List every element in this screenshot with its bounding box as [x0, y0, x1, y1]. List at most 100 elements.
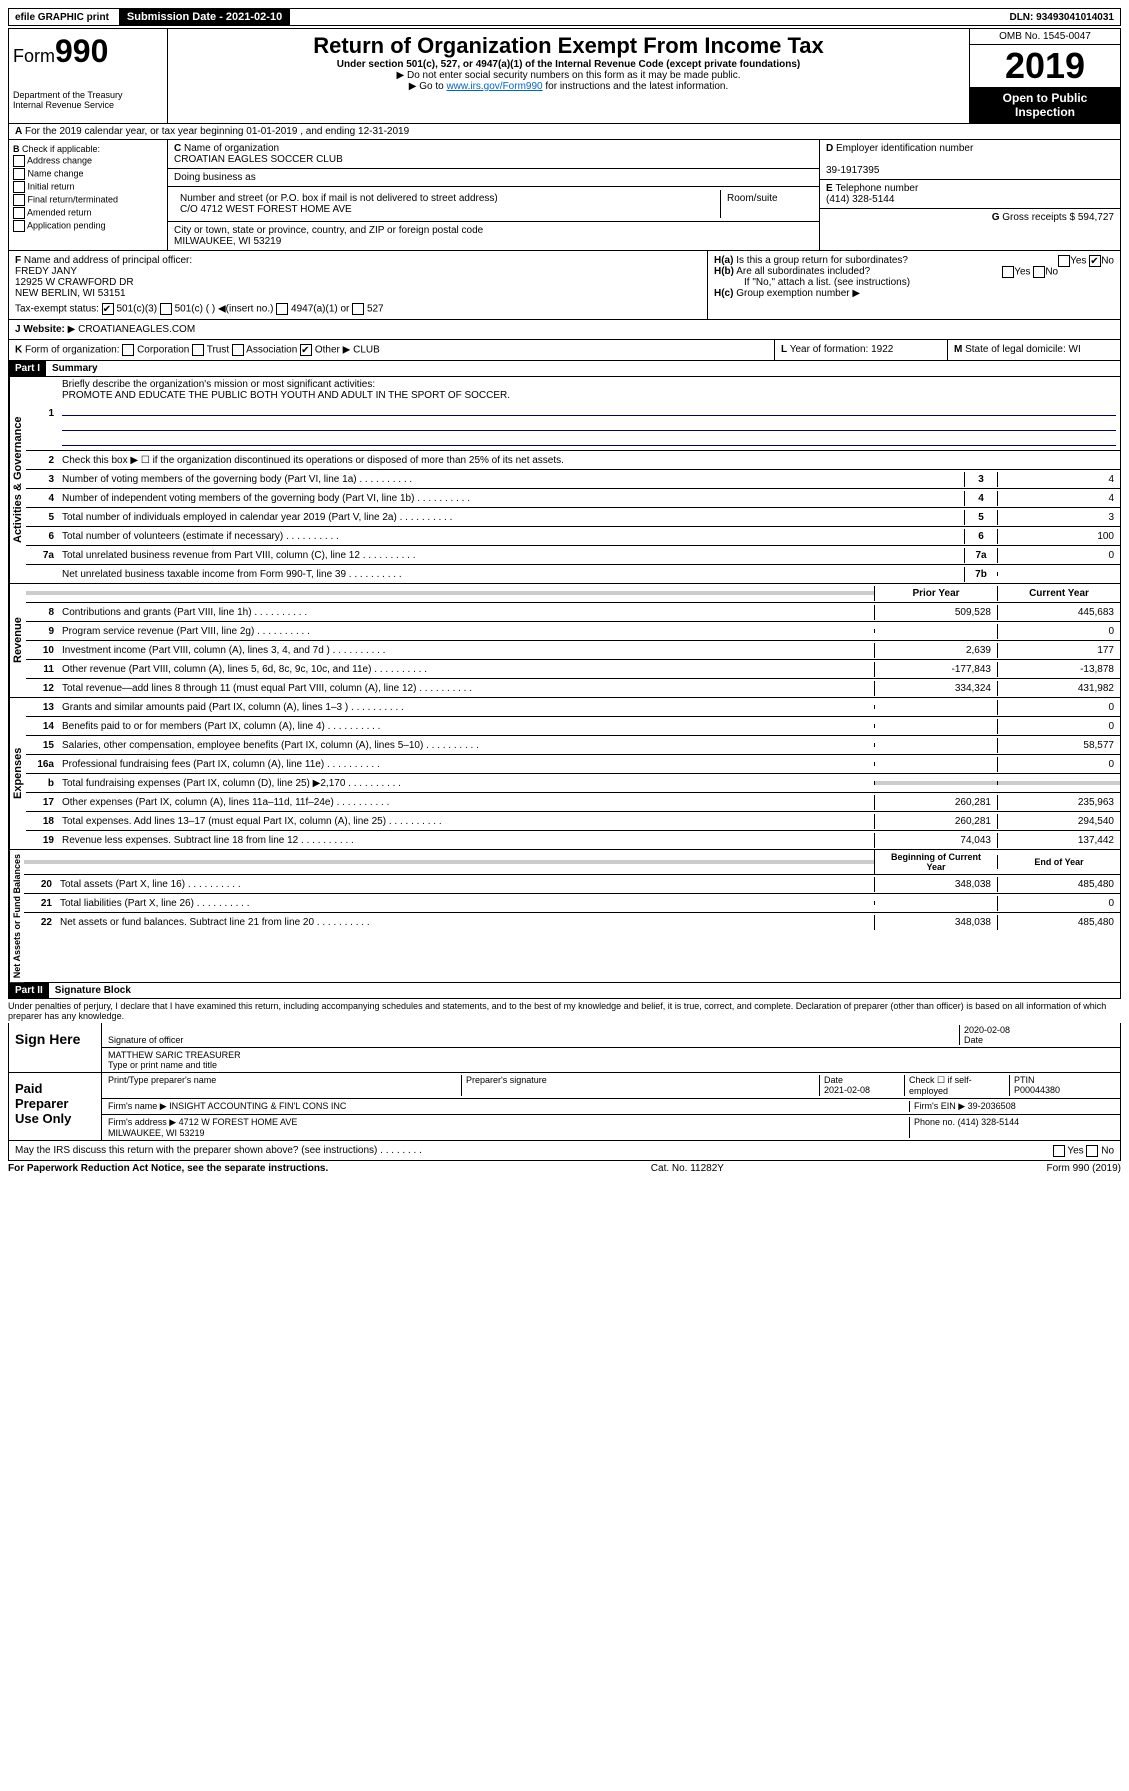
- firm-name: INSIGHT ACCOUNTING & FIN'L CONS INC: [169, 1101, 346, 1111]
- discuss-yes[interactable]: [1053, 1145, 1065, 1157]
- table-row: 4 Number of independent voting members o…: [26, 489, 1120, 508]
- cb-amended[interactable]: Amended return: [13, 207, 163, 219]
- open-public: Open to Public Inspection: [970, 87, 1120, 123]
- officer-addr2: NEW BERLIN, WI 53151: [15, 288, 126, 299]
- officer-addr1: 12925 W CRAWFORD DR: [15, 277, 134, 288]
- table-row: 19 Revenue less expenses. Subtract line …: [26, 831, 1120, 849]
- line-2: Check this box ▶ ☐ if the organization d…: [58, 453, 1120, 468]
- ha-no[interactable]: [1089, 255, 1101, 267]
- cb-name-change[interactable]: Name change: [13, 168, 163, 180]
- form-title: Return of Organization Exempt From Incom…: [176, 33, 961, 59]
- cb-initial-return[interactable]: Initial return: [13, 181, 163, 193]
- hb-no[interactable]: [1033, 266, 1045, 278]
- submission-date: Submission Date - 2021-02-10: [119, 9, 290, 25]
- ein: 39-1917395: [826, 165, 879, 176]
- cb-501c[interactable]: [160, 303, 172, 315]
- table-row: Net unrelated business taxable income fr…: [26, 565, 1120, 583]
- ha-yes[interactable]: [1058, 255, 1070, 267]
- discuss-no[interactable]: [1086, 1145, 1098, 1157]
- address-box: Number and street (or P.O. box if mail i…: [168, 187, 819, 222]
- form-subtitle: Under section 501(c), 527, or 4947(a)(1)…: [176, 59, 961, 70]
- hb-note: If "No," attach a list. (see instruction…: [714, 277, 1114, 288]
- table-row: 18 Total expenses. Add lines 13–17 (must…: [26, 812, 1120, 831]
- table-row: 6 Total number of volunteers (estimate i…: [26, 527, 1120, 546]
- table-row: 20 Total assets (Part X, line 16) 348,03…: [24, 875, 1120, 894]
- table-row: 8 Contributions and grants (Part VIII, l…: [26, 603, 1120, 622]
- table-row: 16a Professional fundraising fees (Part …: [26, 755, 1120, 774]
- efile-label[interactable]: efile GRAPHIC print: [9, 10, 115, 25]
- cb-527[interactable]: [352, 303, 364, 315]
- table-row: 3 Number of voting members of the govern…: [26, 470, 1120, 489]
- table-row: 7a Total unrelated business revenue from…: [26, 546, 1120, 565]
- part-i-header: Part I Summary: [8, 361, 1121, 377]
- self-employed-check[interactable]: Check ☐ if self-employed: [904, 1075, 1009, 1096]
- col-b: B Check if applicable: Address change Na…: [9, 140, 168, 250]
- section-fh: F Name and address of principal officer:…: [8, 251, 1121, 320]
- form990-link[interactable]: www.irs.gov/Form990: [446, 81, 542, 92]
- top-bar: efile GRAPHIC print Submission Date - 20…: [8, 8, 1121, 26]
- note-goto: ▶ Go to www.irs.gov/Form990 for instruct…: [176, 81, 961, 92]
- tax-exempt-label: Tax-exempt status:: [15, 304, 99, 315]
- expenses-section: Expenses 13 Grants and similar amounts p…: [8, 698, 1121, 850]
- org-name-box: C Name of organization CROATIAN EAGLES S…: [168, 140, 819, 169]
- cb-501c3[interactable]: [102, 303, 114, 315]
- discuss-row: May the IRS discuss this return with the…: [8, 1141, 1121, 1161]
- officer-signed: MATTHEW SARIC TREASURER: [108, 1050, 241, 1060]
- room-suite: Room/suite: [720, 190, 813, 218]
- phone: (414) 328-5144: [826, 194, 894, 205]
- part-ii-header: Part II Signature Block: [8, 983, 1121, 999]
- prep-sig-label: Preparer's signature: [461, 1075, 819, 1096]
- table-row: 11 Other revenue (Part VIII, column (A),…: [26, 660, 1120, 679]
- note-ssn: ▶ Do not enter social security numbers o…: [176, 70, 961, 81]
- ein-box: D Employer identification number 39-1917…: [820, 140, 1120, 180]
- city-box: City or town, state or province, country…: [168, 222, 819, 250]
- table-row: 12 Total revenue—add lines 8 through 11 …: [26, 679, 1120, 697]
- dln: DLN: 93493041014031: [1003, 10, 1120, 25]
- cb-trust[interactable]: [192, 344, 204, 356]
- cb-other[interactable]: [300, 344, 312, 356]
- signature-block: Sign Here Signature of officer 2020-02-0…: [8, 1023, 1121, 1141]
- website: CROATIANEAGLES.COM: [78, 324, 195, 335]
- hb-yes[interactable]: [1002, 266, 1014, 278]
- phone-box: E Telephone number (414) 328-5144: [820, 180, 1120, 209]
- gross-receipts: G Gross receipts $ 594,727: [820, 209, 1120, 226]
- org-city: MILWAUKEE, WI 53219: [174, 236, 281, 247]
- net-assets-label: Net Assets or Fund Balances: [9, 850, 24, 982]
- cb-address-change[interactable]: Address change: [13, 155, 163, 167]
- table-row: 21 Total liabilities (Part X, line 26) 0: [24, 894, 1120, 913]
- governance-label: Activities & Governance: [9, 377, 26, 583]
- table-row: 9 Program service revenue (Part VIII, li…: [26, 622, 1120, 641]
- revenue-section: Revenue Prior Year Current Year 8 Contri…: [8, 584, 1121, 698]
- line-a: A For the 2019 calendar year, or tax yea…: [8, 124, 1121, 140]
- cb-4947[interactable]: [276, 303, 288, 315]
- revenue-label: Revenue: [9, 584, 26, 697]
- cb-corp[interactable]: [122, 344, 134, 356]
- table-row: 5 Total number of individuals employed i…: [26, 508, 1120, 527]
- dba-box: Doing business as: [168, 169, 819, 187]
- omb: OMB No. 1545-0047: [970, 29, 1120, 45]
- officer-name: FREDY JANY: [15, 266, 77, 277]
- table-row: 22 Net assets or fund balances. Subtract…: [24, 913, 1120, 931]
- table-row: b Total fundraising expenses (Part IX, c…: [26, 774, 1120, 793]
- cb-final-return[interactable]: Final return/terminated: [13, 194, 163, 206]
- section-bcdefg: B Check if applicable: Address change Na…: [8, 140, 1121, 251]
- governance-section: Activities & Governance 1 Briefly descri…: [8, 377, 1121, 584]
- form-header: Form990 Department of the Treasury Inter…: [8, 28, 1121, 124]
- tax-year: 2019: [970, 45, 1120, 87]
- current-year-header: Current Year: [997, 586, 1120, 601]
- prior-year-header: Prior Year: [874, 586, 997, 601]
- paid-preparer-label: Paid Preparer Use Only: [9, 1073, 101, 1140]
- org-name: CROATIAN EAGLES SOCCER CLUB: [174, 154, 343, 165]
- end-header: End of Year: [997, 855, 1120, 869]
- declaration: Under penalties of perjury, I declare th…: [8, 999, 1121, 1023]
- table-row: 15 Salaries, other compensation, employe…: [26, 736, 1120, 755]
- dept-label: Department of the Treasury Internal Reve…: [13, 90, 163, 110]
- table-row: 17 Other expenses (Part IX, column (A), …: [26, 793, 1120, 812]
- mission: PROMOTE AND EDUCATE THE PUBLIC BOTH YOUT…: [62, 390, 510, 401]
- cb-application-pending[interactable]: Application pending: [13, 220, 163, 232]
- table-row: 13 Grants and similar amounts paid (Part…: [26, 698, 1120, 717]
- cb-assoc[interactable]: [232, 344, 244, 356]
- net-assets-section: Net Assets or Fund Balances Beginning of…: [8, 850, 1121, 983]
- prep-name-label: Print/Type preparer's name: [108, 1075, 461, 1096]
- sign-here-label: Sign Here: [9, 1023, 101, 1072]
